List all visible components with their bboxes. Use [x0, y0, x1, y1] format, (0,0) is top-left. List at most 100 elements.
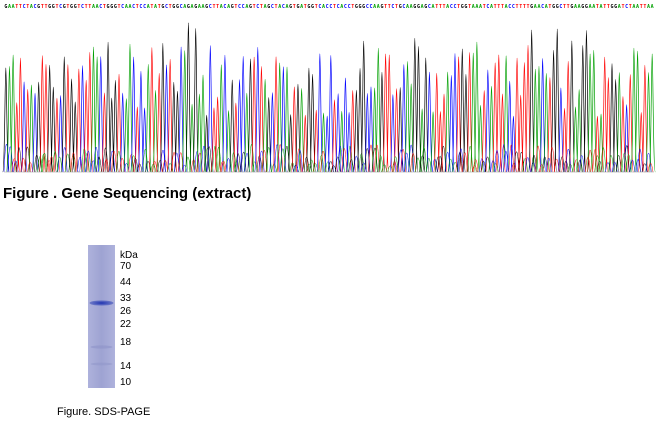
base-call-letter: A — [278, 4, 281, 10]
base-call-letter: C — [450, 4, 453, 10]
chromatogram-peak — [309, 74, 317, 173]
base-call-letter: G — [107, 4, 110, 10]
base-call-letter: C — [318, 4, 321, 10]
base-call-letter: A — [191, 4, 194, 10]
chromatogram-peak — [327, 55, 335, 173]
chromatogram-noise-peak — [645, 152, 652, 173]
chromatogram-peak — [433, 72, 441, 173]
chromatogram-noise-peak — [303, 156, 310, 173]
base-call-letter: T — [519, 4, 522, 10]
base-call-letter: T — [443, 4, 446, 10]
chromatogram-noise-peak — [452, 161, 458, 173]
base-call-letter: G — [231, 4, 234, 10]
base-call-letter: G — [556, 4, 559, 10]
chromatogram-noise-peak — [328, 160, 334, 173]
base-call-letter: T — [497, 4, 500, 10]
chromatogram-peak — [553, 28, 561, 173]
chromatogram-traces — [2, 22, 656, 173]
base-call-letter: T — [643, 4, 646, 10]
chromatogram-peak — [608, 63, 616, 173]
chromatogram-peak — [502, 55, 510, 173]
chromatogram-noise-peak — [178, 152, 184, 173]
chromatogram-noise-peak — [605, 162, 611, 173]
base-call-letter: A — [647, 4, 650, 10]
base-call-letter: C — [512, 4, 515, 10]
base-call-letter: A — [220, 4, 223, 10]
chromatogram-noise-peak — [116, 150, 122, 173]
chromatogram-peak — [634, 50, 642, 173]
chromatogram-noise-peak — [522, 158, 528, 173]
base-call-letter: A — [472, 4, 475, 10]
sds-page-gel — [88, 245, 115, 388]
chromatogram-peak — [115, 73, 123, 173]
chromatogram-noise-peak — [444, 151, 451, 173]
chromatogram-noise-peak — [258, 150, 265, 173]
chromatogram-noise-peak — [553, 158, 560, 173]
base-call-letter: G — [48, 4, 51, 10]
chromatogram-noise-peak — [96, 156, 102, 173]
base-call-letter: A — [286, 4, 289, 10]
base-call-letter: T — [169, 4, 172, 10]
chromatogram-noise-peak — [130, 155, 137, 173]
base-call-letter: T — [26, 4, 29, 10]
chromatogram-peak — [184, 22, 192, 173]
chromatogram-noise-peak — [162, 159, 168, 173]
chromatogram-noise-peak — [136, 163, 143, 173]
chromatogram-noise-peak — [41, 152, 48, 173]
chromatogram-noise-peak — [573, 159, 580, 173]
marker-label-10: 10 — [120, 377, 132, 388]
chromatogram-peak — [38, 55, 46, 173]
base-call-letter: T — [77, 4, 80, 10]
chromatogram-noise-peak — [318, 155, 325, 173]
base-call-letter: C — [428, 4, 431, 10]
chromatogram-peak — [97, 56, 105, 173]
base-call-letter: A — [202, 4, 205, 10]
chromatogram-noise-peak — [64, 153, 71, 173]
base-call-letter: T — [395, 4, 398, 10]
base-call-letter: A — [147, 4, 150, 10]
chromatogram-noise-peak — [70, 152, 77, 173]
base-call-letter: A — [300, 4, 303, 10]
base-call-letter: G — [311, 4, 314, 10]
base-call-letter: G — [176, 4, 179, 10]
base-call-letter: T — [150, 4, 153, 10]
base-call-letter: G — [289, 4, 292, 10]
chromatogram-peak — [422, 57, 430, 173]
chromatogram-noise-peak — [160, 149, 166, 173]
chromatogram-noise-peak — [111, 150, 117, 173]
chromatogram-peak — [451, 53, 459, 173]
chromatogram-peak — [411, 37, 419, 173]
chromatogram-noise-peak — [181, 164, 188, 173]
base-call-letter: A — [475, 4, 478, 10]
base-call-letter: C — [139, 4, 142, 10]
chromatogram-peak — [9, 54, 17, 173]
base-call-letter: A — [96, 4, 99, 10]
chromatogram-noise-peak — [567, 163, 574, 173]
base-call-letter: A — [600, 4, 603, 10]
chromatogram-noise-peak — [437, 155, 443, 173]
base-call-letter: G — [52, 4, 55, 10]
chromatogram-peak — [590, 49, 598, 173]
base-call-letter: A — [490, 4, 493, 10]
base-call-letter: A — [574, 4, 577, 10]
base-call-letter: C — [625, 4, 628, 10]
base-call-letter: C — [132, 4, 135, 10]
base-call-letter: C — [559, 4, 562, 10]
chromatogram-peak — [334, 93, 342, 173]
base-call-letter: T — [351, 4, 354, 10]
base-call-letter: A — [373, 4, 376, 10]
chromatogram-noise-peak — [494, 150, 500, 173]
base-call-letter: G — [614, 4, 617, 10]
chromatogram-noise-peak — [629, 159, 636, 173]
base-call-letter: C — [508, 4, 511, 10]
base-call-letter: C — [99, 4, 102, 10]
base-call-letter: G — [530, 4, 533, 10]
chromatogram-peak — [360, 40, 368, 173]
base-call-letter: T — [548, 4, 551, 10]
chromatogram-noise-peak — [123, 163, 130, 173]
base-call-letter: C — [453, 4, 456, 10]
base-call-letter: T — [118, 4, 121, 10]
base-call-letter: A — [534, 4, 537, 10]
chromatogram-noise-peak — [511, 163, 517, 173]
chromatogram-peak — [257, 66, 265, 173]
